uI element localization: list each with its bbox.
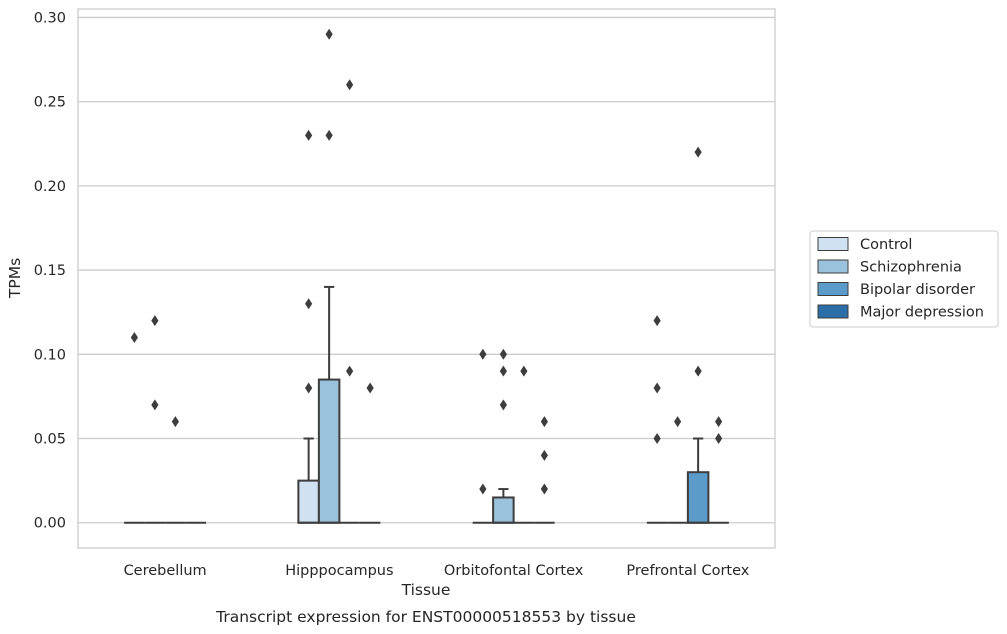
box: [297, 479, 320, 524]
legend-label: Control: [860, 237, 912, 253]
outlier-point: [653, 315, 661, 327]
y-axis-label: TPMs: [6, 258, 24, 299]
legend-swatch: [817, 282, 849, 296]
grid-lines: [78, 16, 775, 524]
legend-label: Schizophrenia: [860, 260, 962, 276]
outlier-point: [366, 382, 374, 394]
outlier-point: [171, 416, 179, 428]
x-tick-label: Orbitofontal Cortex: [444, 563, 584, 579]
outlier-point: [694, 146, 702, 158]
outlier-points: [130, 28, 723, 495]
y-tick-label: 0.15: [34, 263, 66, 279]
series-control: [124, 437, 668, 524]
y-tick-label: 0.10: [34, 347, 66, 363]
legend-item: Bipolar disorder: [817, 282, 975, 298]
y-tick-label: 0.25: [34, 95, 66, 111]
legend-swatch: [817, 259, 849, 274]
outlier-point: [520, 365, 528, 377]
box-series: [124, 285, 729, 524]
legend-item: Control: [817, 237, 912, 253]
legend-label: Major depression: [860, 305, 984, 321]
outlier-point: [540, 416, 548, 428]
outlier-point: [151, 399, 159, 411]
legend-swatch: [817, 304, 849, 319]
outlier-point: [479, 348, 487, 360]
outlier-point: [151, 315, 159, 327]
outlier-point: [346, 79, 354, 91]
outlier-point: [499, 348, 507, 360]
box: [492, 496, 515, 524]
legend-label: Bipolar disorder: [860, 282, 975, 298]
legend-item: Schizophrenia: [817, 259, 962, 276]
box: [686, 471, 710, 524]
x-axis-label: Tissue: [401, 581, 451, 599]
outlier-point: [715, 416, 723, 428]
y-tick-label: 0.20: [34, 179, 66, 195]
y-tick-label: 0.05: [34, 432, 66, 448]
outlier-point: [305, 298, 313, 310]
box: [317, 378, 341, 524]
outlier-point: [325, 28, 333, 40]
x-tick-label: Prefrontal Cortex: [626, 563, 749, 579]
y-tick-label: 0.00: [34, 516, 66, 532]
outlier-point: [499, 365, 507, 377]
x-tick-labels: Cerebellum Hipppocampus Orbitofontal Corte…: [124, 563, 750, 579]
outlier-point: [499, 399, 507, 411]
outlier-point: [479, 483, 487, 495]
outlier-point: [715, 433, 723, 445]
outlier-point: [305, 129, 313, 141]
outlier-point: [674, 416, 682, 428]
legend-item: Major depression: [817, 304, 984, 321]
outlier-point: [694, 365, 702, 377]
outlier-point: [540, 483, 548, 495]
x-tick-label: Hipppocampus: [285, 563, 393, 579]
plot-frame: [77, 8, 776, 549]
x-tick-label: Cerebellum: [124, 563, 207, 579]
outlier-point: [325, 129, 333, 141]
legend-frame: [809, 230, 999, 328]
chart-caption: Transcript expression for ENST0000051855…: [215, 608, 636, 626]
y-tick-labels: 0.00 0.05 0.10 0.15 0.20 0.25 0.30: [34, 10, 66, 531]
outlier-point: [305, 382, 313, 394]
series-schizophrenia: [144, 285, 688, 524]
legend: Control Schizophrenia Bipolar disorder Majo…: [809, 230, 999, 328]
y-tick-label: 0.30: [34, 10, 66, 26]
outlier-point: [653, 382, 661, 394]
outlier-point: [540, 449, 548, 461]
legend-swatch: [817, 237, 849, 251]
series-bipolar-disorder: [165, 437, 710, 524]
outlier-point: [346, 365, 354, 377]
outlier-point: [130, 331, 138, 343]
outlier-point: [653, 433, 661, 445]
